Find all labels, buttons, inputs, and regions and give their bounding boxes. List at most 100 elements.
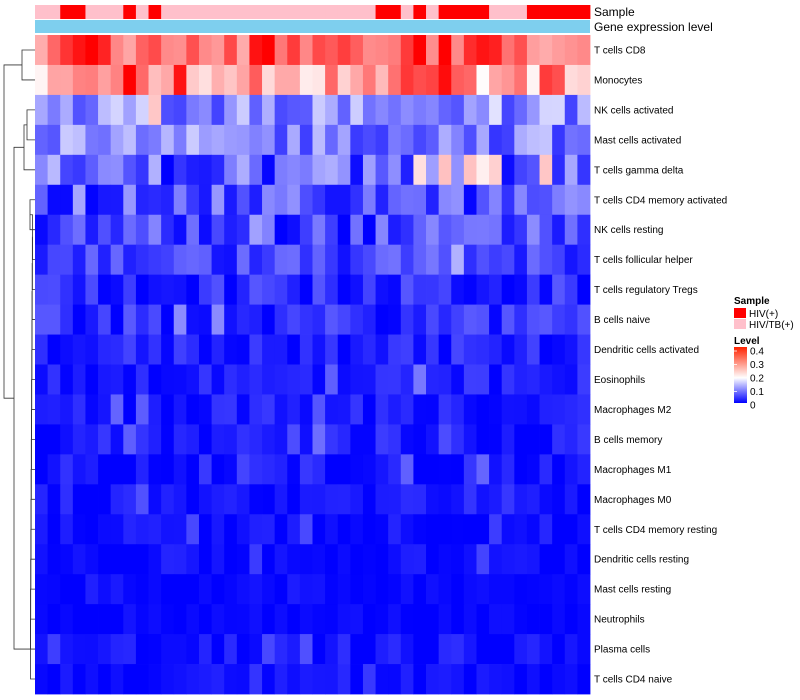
heatmap-cell [224,424,238,455]
heatmap-cell [173,304,187,335]
row-dendrogram [3,49,35,680]
heatmap-cell [262,514,276,545]
heatmap-cell [426,394,440,425]
heatmap-cell [362,304,376,335]
heatmap-cell [514,94,528,126]
heatmap-cell [438,484,452,515]
heatmap-cell [463,514,477,545]
heatmap-cell [312,544,326,575]
heatmap-cell [476,634,490,665]
heatmap-cell [60,154,74,186]
heatmap-cell [72,604,86,635]
heatmap-cell [337,274,351,305]
heatmap-cell [72,124,86,156]
sample-annotation-cell [148,5,162,19]
heatmap-cell [388,544,402,575]
heatmap-cell [35,424,49,455]
heatmap-cell [577,394,591,425]
heatmap-cell [123,184,137,216]
heatmap-cell [60,634,74,665]
heatmap-cell [362,334,376,365]
heatmap-cell [211,244,225,276]
heatmap-cell [463,94,477,126]
heatmap-cell [514,184,528,216]
heatmap-cell [198,544,212,575]
heatmap-cell [362,274,376,305]
heatmap-cell [249,424,263,455]
heatmap-cell [287,244,301,276]
heatmap-cell [325,514,339,545]
heatmap-cell [539,334,553,365]
heatmap-cell [110,304,124,335]
heatmap-cell [526,35,540,66]
heatmap-cell [564,634,578,665]
heatmap-cell [47,304,61,335]
heatmap-cell [501,154,515,186]
heatmap-cell [186,484,200,515]
heatmap-cell [135,35,149,66]
heatmap-cell [426,334,440,365]
heatmap-cell [161,94,175,126]
heatmap-cell [552,214,566,246]
expression-annotation-label: Gene expression level [594,20,713,34]
heatmap-cell [463,124,477,156]
heatmap-cell [337,304,351,335]
heatmap-cell [110,514,124,545]
heatmap-cell [236,304,250,335]
heatmap-cell [514,214,528,246]
heatmap-cell [236,244,250,276]
heatmap-cell [577,454,591,485]
heatmap-cell [110,244,124,276]
heatmap-cell [501,394,515,425]
heatmap-cell [123,124,137,156]
row-label: NK cells resting [594,225,663,236]
heatmap-cell [98,154,112,186]
heatmap-cell [577,634,591,665]
heatmap-cell [426,544,440,575]
heatmap-cell [476,244,490,276]
heatmap-cell [438,184,452,216]
heatmap-cell [375,574,389,605]
heatmap-cell [110,604,124,635]
heatmap-cell [400,94,414,126]
heatmap-cell [110,454,124,485]
heatmap-cell [135,304,149,335]
heatmap-cell [110,94,124,126]
heatmap-cell [35,274,49,305]
heatmap-cell [489,214,503,246]
heatmap-cell [98,334,112,365]
heatmap-cell [476,454,490,485]
heatmap-cell [262,574,276,605]
heatmap-cell [564,484,578,515]
heatmap-cell [299,35,313,66]
heatmap-cell [476,394,490,425]
heatmap-cell [173,664,187,695]
heatmap-cell [224,574,238,605]
heatmap-cell [476,214,490,246]
heatmap-cell [211,35,225,66]
heatmap-cell [337,484,351,515]
heatmap-cell [60,334,74,365]
heatmap-cell [564,454,578,485]
heatmap-cell [350,154,364,186]
heatmap-cell [451,634,465,665]
heatmap-cell [60,214,74,246]
heatmap-cell [375,634,389,665]
heatmap-cell [224,35,238,66]
heatmap-cell [413,124,427,156]
heatmap-cell [60,124,74,156]
heatmap-cell [375,64,389,96]
heatmap-cell [577,214,591,246]
heatmap-cell [236,574,250,605]
sample-annotation-cell [476,5,490,19]
heatmap-cell [337,574,351,605]
heatmap-cell [526,244,540,276]
heatmap-cell [299,244,313,276]
row-label: Dendritic cells activated [594,345,699,356]
heatmap-cell [388,634,402,665]
sample-annotation-cell [426,5,440,19]
heatmap-cell [299,454,313,485]
heatmap-cell [47,124,61,156]
heatmap-cell [501,64,515,96]
